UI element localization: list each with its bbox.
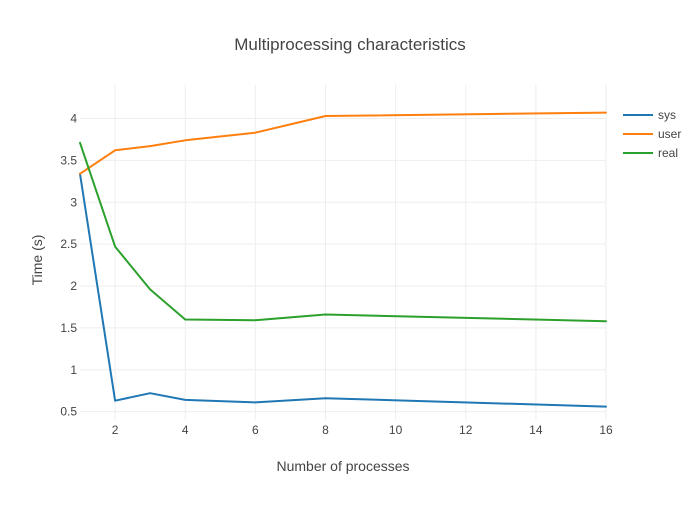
legend-label: real	[658, 146, 678, 160]
x-tick-label: 8	[322, 423, 329, 437]
data-point-real[interactable]	[112, 244, 118, 250]
y-tick-label: 1.5	[60, 321, 77, 335]
y-tick-label: 3	[70, 195, 77, 209]
x-tick-label: 16	[599, 423, 613, 437]
series-line-user[interactable]	[79, 111, 607, 175]
legend-item-real[interactable]: real	[623, 146, 678, 160]
legend[interactable]: sys user real	[623, 108, 681, 160]
chart-title: Multiprocessing characteristics	[234, 35, 465, 54]
data-point-user[interactable]	[112, 147, 118, 153]
data-point-sys[interactable]	[603, 404, 609, 410]
data-point-user[interactable]	[77, 171, 83, 177]
data-point-sys[interactable]	[147, 390, 153, 396]
series-line-real[interactable]	[79, 141, 607, 323]
y-tick-label: 1	[70, 363, 77, 377]
data-point-sys[interactable]	[182, 397, 188, 403]
y-tick-label: 0.5	[60, 405, 77, 419]
x-axis-title: Number of processes	[276, 458, 409, 474]
tick-labels: 2 4 6 8 10 12 14 16 0.5 1 1.5 2 2.5 3 3.5 4	[60, 112, 613, 438]
x-tick-label: 4	[182, 423, 189, 437]
data-point-user[interactable]	[182, 137, 188, 143]
data-point-real[interactable]	[182, 317, 188, 323]
x-tick-label: 14	[529, 423, 543, 437]
x-tick-label: 10	[389, 423, 403, 437]
legend-label: user	[658, 127, 681, 141]
legend-item-sys[interactable]: sys	[623, 108, 676, 122]
x-tick-label: 12	[459, 423, 473, 437]
y-tick-label: 3.5	[60, 153, 77, 167]
legend-item-user[interactable]: user	[623, 127, 681, 141]
data-point-user[interactable]	[603, 110, 609, 116]
data-point-user[interactable]	[147, 143, 153, 149]
y-axis-title: Time (s)	[29, 235, 45, 286]
data-point-real[interactable]	[322, 311, 328, 317]
data-point-real[interactable]	[603, 318, 609, 324]
data-point-user[interactable]	[252, 130, 258, 136]
y-tick-label: 2	[70, 279, 77, 293]
data-point-sys[interactable]	[252, 399, 258, 405]
data-point-user[interactable]	[322, 113, 328, 119]
legend-label: sys	[658, 108, 676, 122]
series-line-sys[interactable]	[79, 172, 607, 408]
y-tick-label: 2.5	[60, 237, 77, 251]
y-tick-label: 4	[70, 112, 77, 126]
x-tick-label: 2	[112, 423, 119, 437]
data-point-sys[interactable]	[112, 398, 118, 404]
grid-lines	[80, 85, 607, 420]
data-point-real[interactable]	[147, 286, 153, 292]
series-lines	[77, 110, 609, 410]
x-tick-label: 6	[252, 423, 259, 437]
data-point-real[interactable]	[77, 140, 83, 146]
data-point-real[interactable]	[252, 317, 258, 323]
data-point-sys[interactable]	[322, 395, 328, 401]
